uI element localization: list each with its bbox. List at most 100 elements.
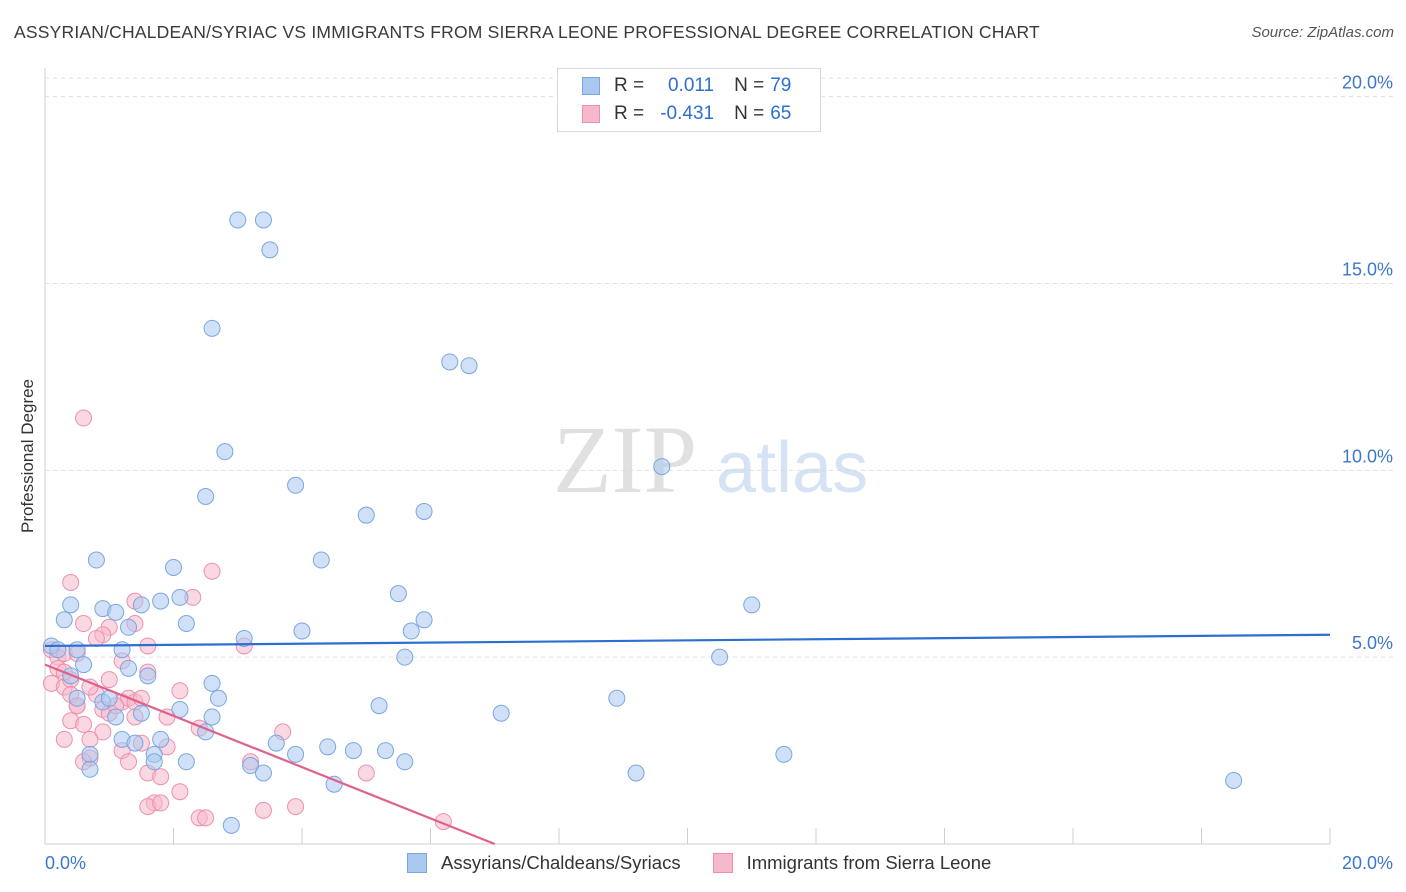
series-legend: Assyrians/Chaldeans/Syriacs Immigrants f… [407,852,1023,874]
data-point-assyrian [743,596,761,614]
data-point-sierra-leone [152,794,170,812]
data-point-assyrian [197,487,215,505]
legend-r-label: R = [614,75,645,96]
data-point-sierra-leone [75,615,93,633]
data-point-assyrian [209,689,227,707]
data-point-assyrian [415,611,433,629]
data-point-assyrian [222,816,240,834]
data-point-assyrian [139,667,157,685]
legend-r-value: -0.431 [660,103,715,124]
data-point-assyrian [145,753,163,771]
data-point-sierra-leone [152,768,170,786]
chart-title: ASSYRIAN/CHALDEAN/SYRIAC VS IMMIGRANTS F… [14,22,1040,42]
data-point-sierra-leone [357,764,375,782]
legend-row-sierra-leone: R = -0.431 N = 65 [582,103,791,125]
legend-n-label: N = [734,103,765,124]
data-point-assyrian [229,211,247,229]
data-point-sierra-leone [287,798,305,816]
data-point-sierra-leone [75,409,93,427]
data-point-assyrian [87,551,105,569]
data-point-assyrian [261,241,279,259]
axes [44,68,1331,845]
data-point-assyrian [492,704,510,722]
trendline-assyrian [44,633,1331,648]
data-point-sierra-leone [100,671,118,689]
data-point-assyrian [357,506,375,524]
data-point-assyrian [460,357,478,375]
y-tick-label: 5.0% [1352,633,1393,653]
data-point-assyrian [68,641,86,659]
data-point-assyrian [49,641,67,659]
data-point-assyrian [608,689,626,707]
legend-r-value: 0.011 [667,75,715,96]
data-point-assyrian [254,764,272,782]
data-point-assyrian [132,704,150,722]
data-point-assyrian [1225,771,1243,789]
data-point-assyrian [203,674,221,692]
data-point-assyrian [377,742,395,760]
data-point-assyrian [113,641,131,659]
data-point-sierra-leone [171,682,189,700]
data-point-sierra-leone [87,629,105,647]
data-point-assyrian [627,764,645,782]
data-point-sierra-leone [171,783,189,801]
legend-n-value: 65 [770,103,792,124]
data-point-assyrian [370,697,388,715]
data-point-sierra-leone [75,715,93,733]
axis-labels: 5.0% 10.0% 15.0% 20.0% 0.0% 20.0% Professional… [18,73,1393,873]
legend-r-label: R = [614,103,645,124]
series-legend-item-sierra-leone: Immigrants from Sierra Leone [712,852,992,874]
data-point-assyrian [177,615,195,633]
series-legend-swatch-blue [407,853,427,873]
data-point-assyrian [415,502,433,520]
data-point-assyrian [319,738,337,756]
data-point-assyrian [653,458,671,476]
watermark: ZIP atlas [553,406,868,513]
data-point-assyrian [68,689,86,707]
data-point-assyrian [312,551,330,569]
data-point-assyrian [55,611,73,629]
x-tick-label: 0.0% [45,853,86,873]
chart-source: Source: ZipAtlas.com [1251,24,1394,41]
data-point-assyrian [152,730,170,748]
trendline-sierra-leone [44,663,496,846]
data-point-assyrian [389,585,407,603]
series-legend-label: Immigrants from Sierra Leone [746,852,992,873]
watermark-atlas: atlas [716,428,868,508]
data-point-sierra-leone [94,723,112,741]
data-point-assyrian [287,476,305,494]
series-assyrian-points [42,211,1243,834]
data-point-assyrian [216,443,234,461]
legend-n-value: 79 [770,75,792,96]
data-point-assyrian [120,659,138,677]
legend-n-label: N = [734,75,765,96]
data-point-assyrian [165,558,182,576]
y-axis-label: Professional Degree [18,379,37,533]
legend-swatch-pink [582,105,600,123]
trend-lines [44,633,1331,846]
data-point-assyrian [107,603,125,621]
data-point-assyrian [203,319,221,337]
data-point-assyrian [107,708,125,726]
data-point-assyrian [242,757,260,775]
data-point-assyrian [267,734,285,752]
data-point-assyrian [171,588,189,606]
data-point-assyrian [287,745,305,763]
data-point-sierra-leone [120,753,138,771]
correlation-legend: R = 0.011 N = 79 R = -0.431 N = 65 [557,68,821,132]
x-tick-label: 20.0% [1342,853,1393,873]
data-point-assyrian [81,745,99,763]
data-point-assyrian [396,648,414,666]
data-point-sierra-leone [81,730,99,748]
data-point-sierra-leone [254,801,272,819]
data-point-assyrian [120,618,138,636]
data-point-assyrian [254,211,272,229]
y-tick-label: 15.0% [1342,260,1393,280]
data-point-assyrian [126,734,144,752]
data-point-sierra-leone [203,562,221,580]
data-point-sierra-leone [55,730,73,748]
data-point-assyrian [402,622,420,640]
data-point-assyrian [293,622,311,640]
legend-swatch-blue [582,77,600,95]
